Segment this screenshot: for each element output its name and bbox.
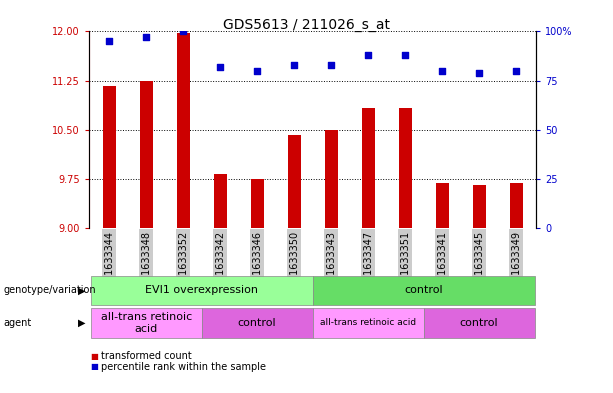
- Point: [142, 34, 151, 40]
- Text: ▶: ▶: [78, 285, 86, 296]
- Text: ▶: ▶: [78, 318, 86, 328]
- Point: [437, 68, 447, 74]
- Point: [400, 52, 410, 58]
- Point: [289, 62, 299, 68]
- Text: all-trans retinoic acid: all-trans retinoic acid: [320, 318, 416, 327]
- Point: [104, 38, 114, 44]
- Bar: [325, 130, 338, 228]
- Bar: [251, 179, 264, 228]
- Point: [215, 64, 225, 70]
- Text: percentile rank within the sample: percentile rank within the sample: [101, 362, 266, 372]
- Bar: [103, 86, 116, 228]
- Text: transformed count: transformed count: [101, 351, 192, 362]
- Text: GDS5613 / 211026_s_at: GDS5613 / 211026_s_at: [223, 18, 390, 32]
- Point: [363, 52, 373, 58]
- Point: [253, 68, 262, 74]
- Text: ■: ■: [91, 362, 99, 371]
- Text: all-trans retinoic
acid: all-trans retinoic acid: [101, 312, 192, 334]
- Point: [178, 28, 188, 35]
- Bar: [214, 174, 227, 228]
- Bar: [436, 184, 449, 228]
- Text: control: control: [404, 285, 443, 296]
- Point: [474, 70, 484, 76]
- Text: control: control: [238, 318, 276, 328]
- Point: [326, 62, 336, 68]
- Text: control: control: [460, 318, 498, 328]
- Point: [511, 68, 521, 74]
- Bar: [362, 108, 375, 228]
- Text: ■: ■: [91, 352, 99, 361]
- Bar: [398, 108, 411, 228]
- Bar: [509, 184, 522, 228]
- Bar: [287, 135, 300, 228]
- Bar: [177, 33, 189, 228]
- Bar: [140, 81, 153, 228]
- Text: genotype/variation: genotype/variation: [3, 285, 96, 296]
- Text: EVI1 overexpression: EVI1 overexpression: [145, 285, 258, 296]
- Bar: [473, 185, 485, 228]
- Text: agent: agent: [3, 318, 31, 328]
